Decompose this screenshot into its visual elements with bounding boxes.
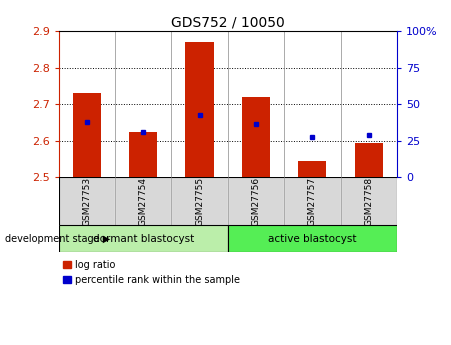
Bar — [185, 42, 214, 177]
Bar — [298, 161, 327, 177]
Text: dormant blastocyst: dormant blastocyst — [92, 234, 194, 244]
Bar — [59, 225, 228, 252]
Bar — [73, 93, 101, 177]
Title: GDS752 / 10050: GDS752 / 10050 — [171, 16, 285, 30]
Text: development stage ▶: development stage ▶ — [5, 234, 110, 244]
Bar — [59, 177, 115, 225]
Text: GSM27754: GSM27754 — [139, 177, 147, 226]
Text: GSM27757: GSM27757 — [308, 177, 317, 226]
Bar — [341, 177, 397, 225]
Bar — [284, 177, 341, 225]
Text: GSM27758: GSM27758 — [364, 177, 373, 226]
Text: GSM27755: GSM27755 — [195, 177, 204, 226]
Bar — [115, 177, 171, 225]
Legend: log ratio, percentile rank within the sample: log ratio, percentile rank within the sa… — [64, 260, 240, 285]
Text: active blastocyst: active blastocyst — [268, 234, 357, 244]
Text: GSM27753: GSM27753 — [83, 177, 91, 226]
Bar — [228, 225, 397, 252]
Bar — [354, 142, 383, 177]
Text: GSM27756: GSM27756 — [252, 177, 260, 226]
Bar — [129, 132, 157, 177]
Bar — [242, 97, 270, 177]
Bar — [171, 177, 228, 225]
Bar — [228, 177, 284, 225]
